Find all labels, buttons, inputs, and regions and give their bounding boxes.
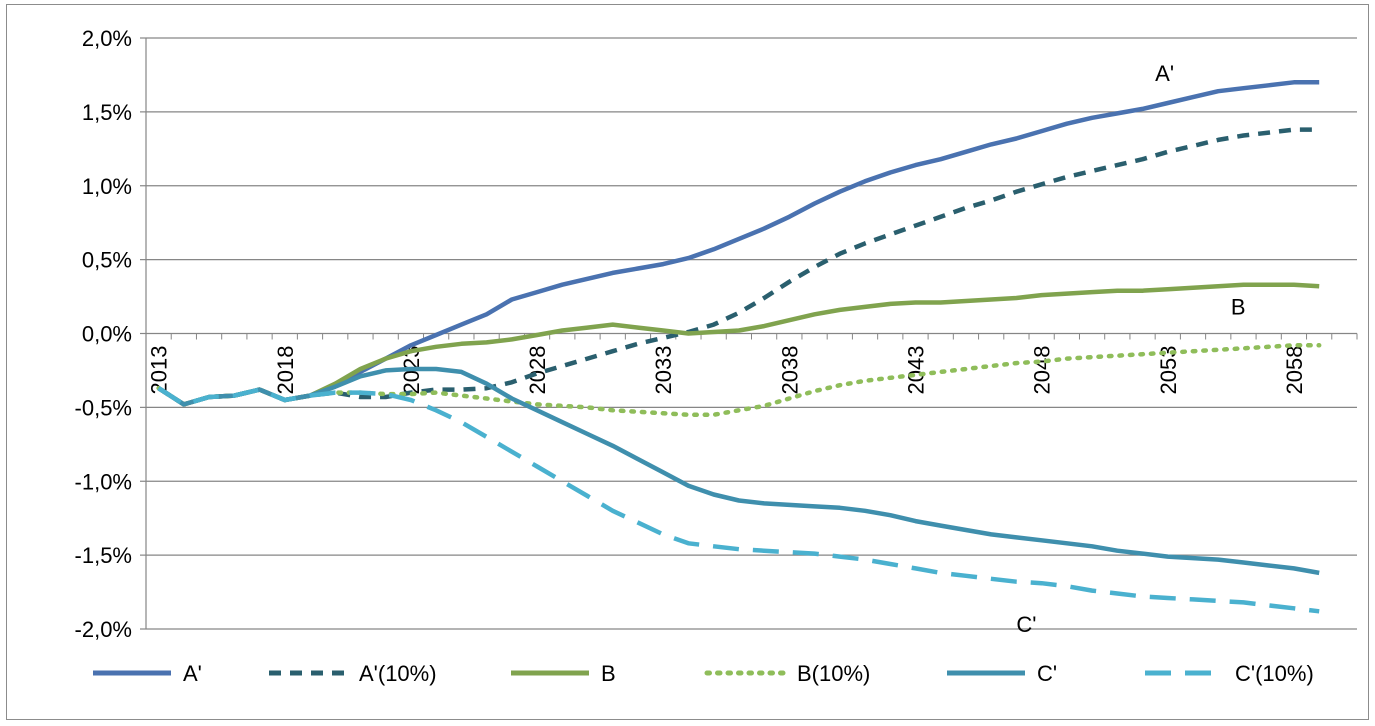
series-annotation: B xyxy=(1231,294,1246,319)
x-tick-label: 2058 xyxy=(1282,346,1307,395)
y-tick-label: -1,0% xyxy=(75,469,132,494)
series-line-3 xyxy=(157,282,1320,407)
x-tick-label: 2033 xyxy=(651,346,676,395)
y-tick-label: 1,0% xyxy=(82,174,132,199)
y-tick-label: -2,0% xyxy=(75,617,132,642)
x-tick-label: 2038 xyxy=(777,346,802,395)
x-tick-label: 2043 xyxy=(903,346,928,395)
y-tick-label: 2,0% xyxy=(82,26,132,51)
line-chart: 2,0% 1,5% 1,0% 0,5% 0,0% -0,5% -1,0% -1,5% -2,0%… xyxy=(75,26,1358,686)
legend-label: B(10%) xyxy=(797,661,870,686)
y-tick-label: 1,5% xyxy=(82,100,132,125)
y-tick-label: -1,5% xyxy=(75,543,132,568)
y-tick-label: -0,5% xyxy=(75,395,132,420)
series-line-2 xyxy=(157,127,1320,407)
series-annotation: A' xyxy=(1155,61,1174,86)
legend-label: A' xyxy=(183,661,202,686)
series-line-4 xyxy=(156,343,1322,418)
x-tick-label: 2018 xyxy=(273,346,298,395)
legend-label: B xyxy=(601,661,616,686)
y-tick-label: 0,5% xyxy=(82,248,132,273)
legend-label: C'(10%) xyxy=(1235,661,1314,686)
series-line-5 xyxy=(157,366,1320,576)
y-tick-label: 0,0% xyxy=(82,322,132,347)
legend-label: C' xyxy=(1037,661,1057,686)
series-annotation: C' xyxy=(1016,612,1036,637)
legend-label: A'(10%) xyxy=(359,661,437,686)
series-line-1 xyxy=(157,80,1320,407)
series-line-6 xyxy=(157,386,1320,614)
chart-frame: 2,0% 1,5% 1,0% 0,5% 0,0% -0,5% -1,0% -1,5% -2,0%… xyxy=(6,4,1369,720)
x-tick-label: 2048 xyxy=(1030,346,1055,395)
